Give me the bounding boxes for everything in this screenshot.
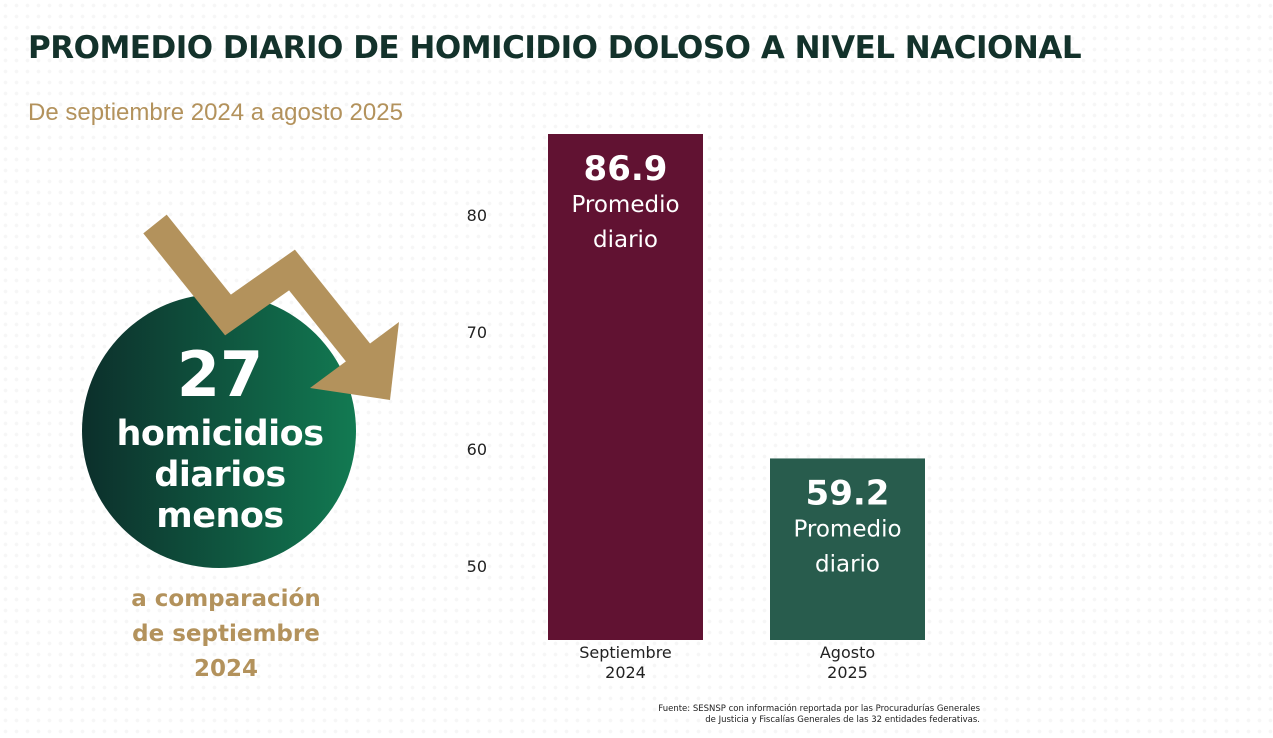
comparison-line-1: a comparación xyxy=(131,586,321,612)
source-note: Fuente: SESNSP con información reportada… xyxy=(560,704,980,726)
bar-sublabel-1-1: diario xyxy=(815,551,880,577)
source-line-1: Fuente: SESNSP con información reportada… xyxy=(658,704,980,714)
bar-value-label-0: 86.9 xyxy=(584,149,668,189)
bar-sublabel-0-1: diario xyxy=(593,227,658,253)
bar-1 xyxy=(770,458,925,640)
x-category-label-1-0: Agosto xyxy=(820,643,875,662)
page-title: PROMEDIO DIARIO DE HOMICIDIO DOLOSO A NI… xyxy=(28,30,1082,66)
reduction-badge-graphic xyxy=(82,214,399,568)
comparison-line-2: de septiembre xyxy=(132,621,320,647)
bar-0 xyxy=(548,134,703,640)
down-trend-arrow-icon xyxy=(143,214,399,400)
bar-sublabel-0-0: Promedio xyxy=(571,192,679,218)
y-tick-label-60: 60 xyxy=(467,440,487,459)
bar-value-label-1: 59.2 xyxy=(806,473,890,513)
badge-line-diarios: diarios xyxy=(154,455,286,495)
y-tick-label-50: 50 xyxy=(467,557,487,576)
y-tick-label-70: 70 xyxy=(467,323,487,342)
y-tick-label-80: 80 xyxy=(467,206,487,225)
bar-sublabel-1-0: Promedio xyxy=(793,516,901,542)
badge-number: 27 xyxy=(176,338,264,411)
badge-line-menos: menos xyxy=(156,496,284,536)
badge-circle xyxy=(82,294,356,568)
x-category-label-0-0: Septiembre xyxy=(579,643,672,662)
comparison-line-3: 2024 xyxy=(193,656,258,682)
page-subtitle: De septiembre 2024 a agosto 2025 xyxy=(28,99,403,126)
source-line-2: de Justicia y Fiscalías Generales de las… xyxy=(705,715,980,725)
badge-line-homicidios: homicidios xyxy=(116,414,324,454)
x-category-label-1-1: 2025 xyxy=(827,663,868,682)
x-category-label-0-1: 2024 xyxy=(605,663,646,682)
